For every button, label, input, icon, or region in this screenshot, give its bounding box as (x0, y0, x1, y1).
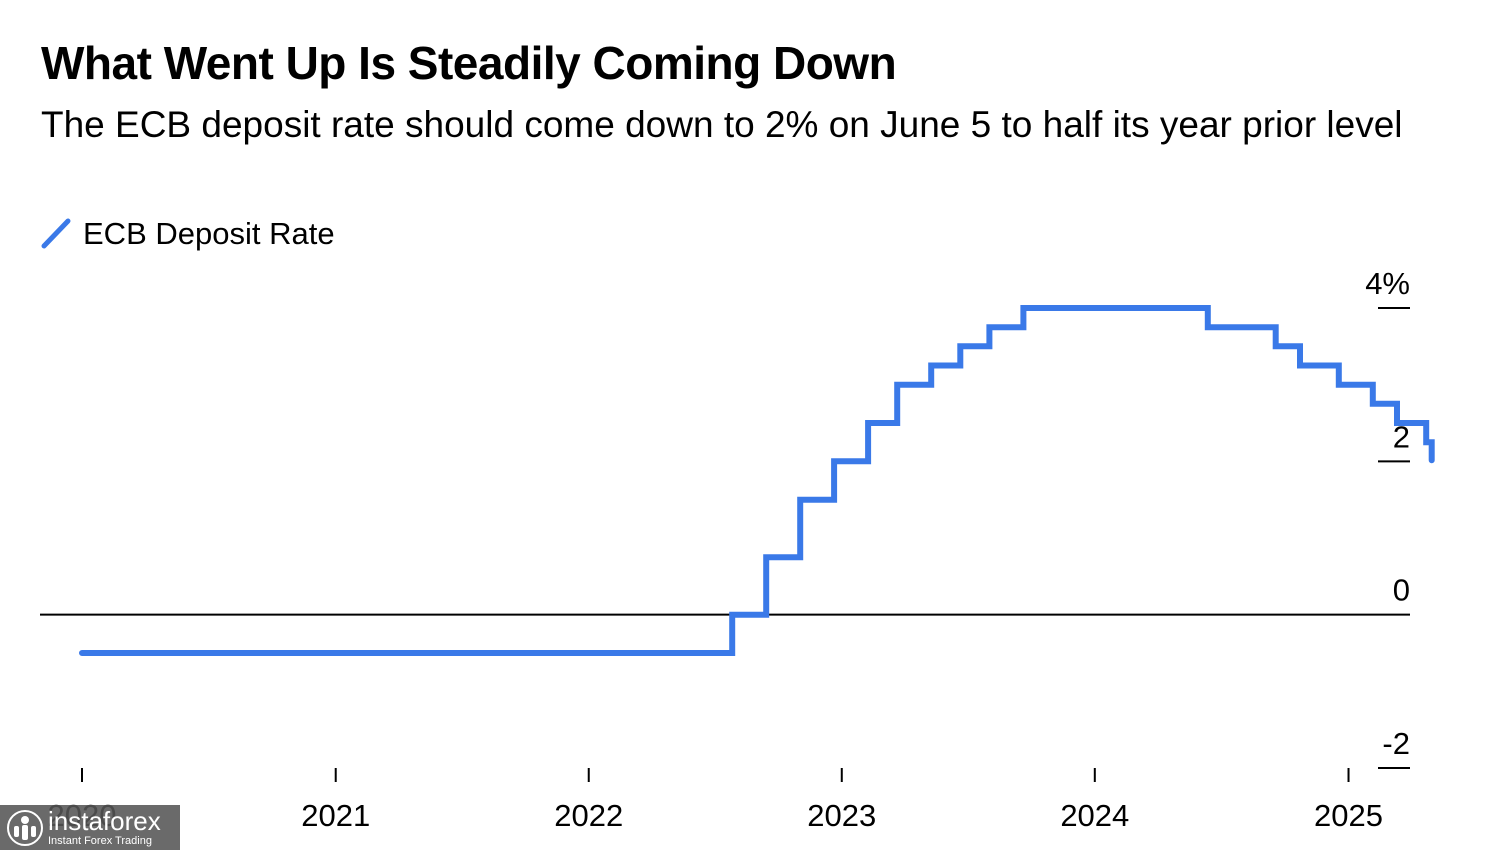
chart-title: What Went Up Is Steadily Coming Down (41, 37, 897, 89)
y-tick-label: 0 (1393, 573, 1410, 608)
legend-swatch-icon (41, 218, 71, 249)
watermark-name: instaforex (48, 806, 161, 836)
watermark-tagline: Instant Forex Trading (48, 835, 152, 847)
legend-label: ECB Deposit Rate (83, 216, 335, 251)
x-tick-label: 2021 (301, 798, 370, 833)
instaforex-logo-icon (7, 809, 43, 846)
chart-subtitle: The ECB deposit rate should come down to… (41, 104, 1403, 145)
x-tick-label: 2025 (1314, 798, 1383, 833)
legend: ECB Deposit Rate (41, 214, 335, 254)
y-tick-label: 2 (1393, 419, 1410, 454)
y-tick-label: -2 (1382, 726, 1410, 761)
x-tick-label: 2023 (807, 798, 876, 833)
watermark: instaforex Instant Forex Trading (0, 805, 180, 850)
x-tick-label: 2022 (554, 798, 623, 833)
x-tick-label: 2024 (1060, 798, 1129, 833)
y-tick-label: 4% (1365, 266, 1410, 301)
series-line-ecb-deposit-rate (79, 305, 1435, 656)
